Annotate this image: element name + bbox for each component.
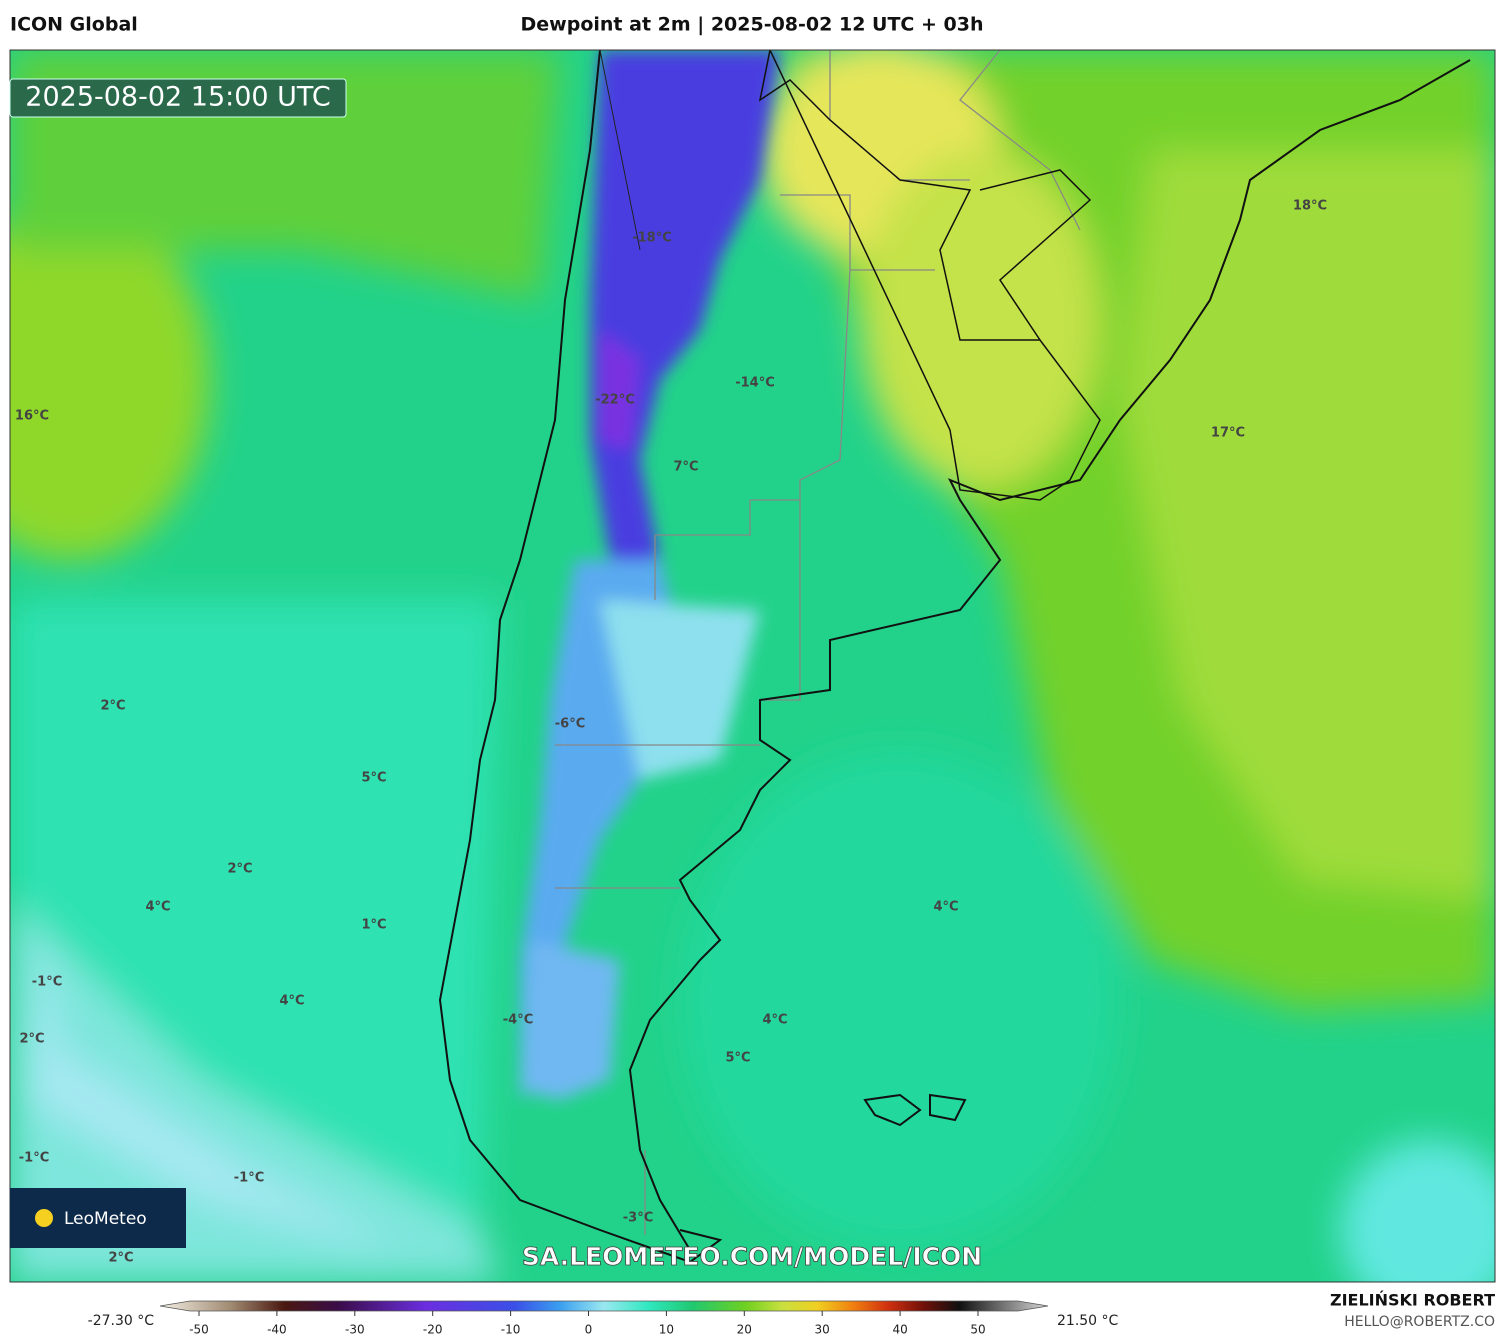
map: 12°C-18°C-14°C-22°C7°C16°C18°C17°C2°C-6°… — [10, 50, 1495, 1282]
colorbar — [159, 1300, 1049, 1312]
colorbar-tick-label: 10 — [659, 1323, 674, 1337]
colorbar-tick-label: 40 — [892, 1323, 907, 1337]
contour-label: 2°C — [19, 1032, 44, 1047]
logo-sun — [35, 1209, 53, 1227]
contour-label: 4°C — [145, 900, 170, 915]
contour-label: 16°C — [15, 409, 49, 424]
map-title: Dewpoint at 2m | 2025-08-02 12 UTC + 03h — [521, 14, 984, 36]
contour-label: 18°C — [1293, 199, 1327, 214]
contour-label: 2°C — [100, 699, 125, 714]
contour-label: 4°C — [933, 900, 958, 915]
contour-label: 1°C — [361, 918, 386, 933]
contour-label: -14°C — [735, 376, 775, 391]
contour-label: -1°C — [32, 975, 62, 990]
author: ZIELIŃSKI ROBERT — [1330, 1291, 1495, 1310]
timestamp: 2025-08-02 15:00 UTC — [25, 82, 330, 113]
contour-label: -22°C — [595, 393, 635, 408]
contour-label: -18°C — [632, 231, 672, 246]
contour-label: 5°C — [725, 1051, 750, 1066]
contour-label: -6°C — [555, 717, 585, 732]
contour-label: -1°C — [19, 1151, 49, 1166]
colorbar-tick-label: 0 — [585, 1323, 593, 1337]
colorbar-tick-label: -50 — [189, 1323, 209, 1337]
contour-label: 2°C — [227, 862, 252, 877]
coastline — [438, 50, 1471, 1264]
colorbar-tick-label: -20 — [423, 1323, 443, 1337]
contour-label: 5°C — [361, 771, 386, 786]
contact: HELLO@ROBERTZ.CO — [1344, 1314, 1495, 1330]
colorbar-tick-label: 30 — [815, 1323, 830, 1337]
contour-label: 7°C — [673, 460, 698, 475]
contour-label: 17°C — [1211, 426, 1245, 441]
contour-label: -3°C — [623, 1211, 653, 1226]
contour-label: -4°C — [503, 1013, 533, 1028]
contour-label: 4°C — [762, 1013, 787, 1028]
colorbar-tick-label: 20 — [737, 1323, 752, 1337]
colorbar-max: 21.50 °C — [1057, 1313, 1119, 1329]
colorbar-tick-label: -40 — [267, 1323, 287, 1337]
model-name: ICON Global — [10, 14, 138, 36]
contour-label: 4°C — [279, 994, 304, 1009]
colorbar-tick-label: -30 — [345, 1323, 365, 1337]
colorbar-tick-label: -10 — [501, 1323, 521, 1337]
watermark: SA.LEOMETEO.COM/MODEL/ICON — [522, 1242, 982, 1271]
logo: LeoMeteo — [64, 1209, 147, 1229]
contour-label: 2°C — [108, 1251, 133, 1266]
contour-label: -1°C — [234, 1171, 264, 1186]
colorbar-min: -27.30 °C — [88, 1313, 155, 1329]
colorbar-tick-label: 50 — [970, 1323, 985, 1337]
timestamp-box — [9, 78, 347, 118]
